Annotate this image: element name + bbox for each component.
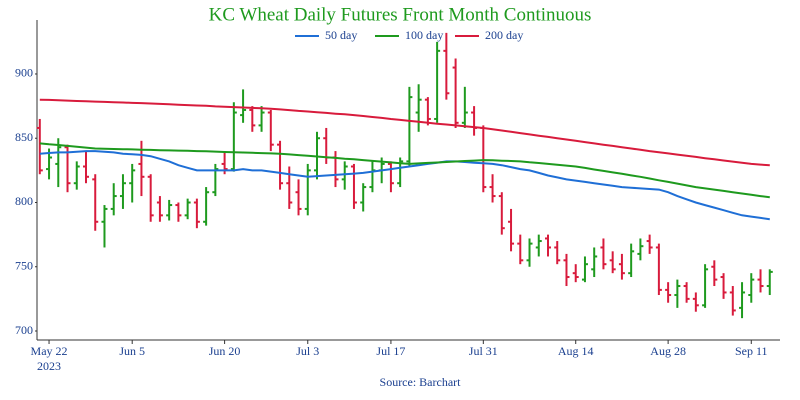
y-tick-label: 800 [15, 194, 33, 208]
x-tick-label: May 22 [31, 344, 68, 358]
x-tick-label: Aug 28 [650, 344, 686, 358]
y-tick-label: 850 [15, 130, 33, 144]
x-tick-label: Jul 31 [469, 344, 498, 358]
legend-label: 50 day [325, 28, 357, 42]
legend-label: 100 day [405, 28, 443, 42]
moving-average-line [39, 150, 770, 221]
moving-average-line [39, 98, 770, 167]
x-year-label: 2023 [37, 359, 61, 373]
x-tick-label: Jun 5 [119, 344, 145, 358]
x-tick-label: Sep 11 [735, 344, 768, 358]
x-tick-label: Jul 17 [376, 344, 405, 358]
moving-average-line [39, 142, 770, 199]
y-tick-label: 750 [15, 258, 33, 272]
y-tick-label: 900 [15, 66, 33, 80]
y-tick-label: 700 [15, 323, 33, 337]
source: Source: Barchart [380, 375, 462, 389]
chart-title: KC Wheat Daily Futures Front Month Conti… [209, 4, 592, 25]
x-tick-label: Jul 3 [296, 344, 319, 358]
x-tick-label: Jun 20 [209, 344, 241, 358]
legend-label: 200 day [485, 28, 523, 42]
x-tick-label: Aug 14 [558, 344, 594, 358]
